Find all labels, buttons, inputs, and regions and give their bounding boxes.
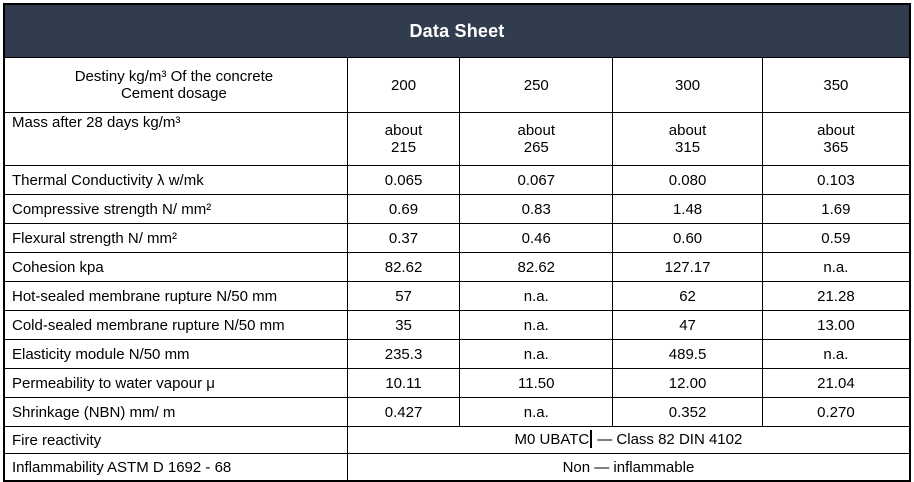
value-cell[interactable]: 489.5 bbox=[612, 339, 763, 369]
value-cell[interactable]: n.a. bbox=[459, 397, 614, 427]
value-cell[interactable]: 47 bbox=[612, 310, 763, 340]
value-cell[interactable]: n.a. bbox=[459, 339, 614, 369]
value-cell[interactable]: 62 bbox=[612, 281, 763, 311]
row-label-flexural-strength[interactable]: Flexural strength N/ mm² bbox=[3, 223, 348, 253]
value-cell[interactable]: 1.69 bbox=[761, 194, 911, 224]
value-cell[interactable]: 82.62 bbox=[459, 252, 614, 282]
value-cell[interactable]: 200 bbox=[346, 57, 461, 113]
value-cell[interactable]: n.a. bbox=[761, 252, 911, 282]
table-row-cold-sealed-rupture: Cold-sealed membrane rupture N/50 mm 35 … bbox=[3, 310, 911, 340]
value-cell[interactable]: 0.352 bbox=[612, 397, 763, 427]
row-label-thermal-conductivity[interactable]: Thermal Conductivity λ w/mk bbox=[3, 165, 348, 195]
value-cell[interactable]: 0.59 bbox=[761, 223, 911, 253]
value-cell[interactable]: 82.62 bbox=[346, 252, 461, 282]
value-cell[interactable]: 0.065 bbox=[346, 165, 461, 195]
table-row-cohesion: Cohesion kpa 82.62 82.62 127.17 n.a. bbox=[3, 252, 911, 282]
row-label-cement-dosage[interactable]: Destiny kg/m³ Of the concrete Cement dos… bbox=[3, 57, 348, 113]
value-cell[interactable]: 10.11 bbox=[346, 368, 461, 398]
value-cell[interactable]: n.a. bbox=[459, 281, 614, 311]
value-cell[interactable]: 13.00 bbox=[761, 310, 911, 340]
table-row-compressive-strength: Compressive strength N/ mm² 0.69 0.83 1.… bbox=[3, 194, 911, 224]
table-row-elasticity-module: Elasticity module N/50 mm 235.3 n.a. 489… bbox=[3, 339, 911, 369]
fire-reactivity-value-cell[interactable]: M0 UBATC — Class 82 DIN 4102 bbox=[346, 426, 911, 454]
table-title[interactable]: Data Sheet bbox=[3, 3, 911, 58]
value-cell[interactable]: 0.46 bbox=[459, 223, 614, 253]
value-cell[interactable]: 0.60 bbox=[612, 223, 763, 253]
value-cell[interactable]: 21.28 bbox=[761, 281, 911, 311]
value-cell[interactable]: 0.69 bbox=[346, 194, 461, 224]
header-row: Data Sheet bbox=[3, 3, 911, 58]
value-cell[interactable]: n.a. bbox=[459, 310, 614, 340]
inflammability-value-cell[interactable]: Non — inflammable bbox=[346, 453, 911, 482]
value-cell[interactable]: 127.17 bbox=[612, 252, 763, 282]
table-row-water-vapour-permeability: Permeability to water vapour μ 10.11 11.… bbox=[3, 368, 911, 398]
value-cell[interactable]: about 315 bbox=[612, 112, 763, 166]
fire-reactivity-value-left: M0 UBATC bbox=[514, 430, 590, 448]
value-cell[interactable]: 57 bbox=[346, 281, 461, 311]
value-cell[interactable]: 35 bbox=[346, 310, 461, 340]
table-row-hot-sealed-rupture: Hot-sealed membrane rupture N/50 mm 57 n… bbox=[3, 281, 911, 311]
value-cell[interactable]: 0.270 bbox=[761, 397, 911, 427]
table-row-inflammability: Inflammability ASTM D 1692 - 68 Non — in… bbox=[3, 453, 911, 482]
table-row-shrinkage: Shrinkage (NBN) mm/ m 0.427 n.a. 0.352 0… bbox=[3, 397, 911, 427]
value-cell[interactable]: 0.067 bbox=[459, 165, 614, 195]
row-label-mass-28-days[interactable]: Mass after 28 days kg/m³ bbox=[3, 112, 348, 166]
value-cell[interactable]: 0.83 bbox=[459, 194, 614, 224]
data-sheet: Data Sheet Destiny kg/m³ Of the concrete… bbox=[3, 3, 911, 482]
row-label-fire-reactivity[interactable]: Fire reactivity bbox=[3, 426, 348, 454]
table-row-mass-28-days: Mass after 28 days kg/m³ about 215 about… bbox=[3, 112, 911, 166]
value-cell[interactable]: n.a. bbox=[761, 339, 911, 369]
table-row-cement-dosage: Destiny kg/m³ Of the concrete Cement dos… bbox=[3, 57, 911, 113]
row-label-hot-sealed-rupture[interactable]: Hot-sealed membrane rupture N/50 mm bbox=[3, 281, 348, 311]
value-cell[interactable]: 21.04 bbox=[761, 368, 911, 398]
row-label-water-vapour-permeability[interactable]: Permeability to water vapour μ bbox=[3, 368, 348, 398]
value-cell[interactable]: 1.48 bbox=[612, 194, 763, 224]
value-cell[interactable]: 0.37 bbox=[346, 223, 461, 253]
data-sheet-table: Data Sheet Destiny kg/m³ Of the concrete… bbox=[3, 3, 911, 482]
table-row-thermal-conductivity: Thermal Conductivity λ w/mk 0.065 0.067 … bbox=[3, 165, 911, 195]
fire-reactivity-value-right: — Class 82 DIN 4102 bbox=[597, 430, 743, 448]
value-cell[interactable]: 235.3 bbox=[346, 339, 461, 369]
row-label-elasticity-module[interactable]: Elasticity module N/50 mm bbox=[3, 339, 348, 369]
value-cell[interactable]: about 265 bbox=[459, 112, 614, 166]
table-row-fire-reactivity: Fire reactivity M0 UBATC — Class 82 DIN 4… bbox=[3, 426, 911, 454]
row-label-shrinkage[interactable]: Shrinkage (NBN) mm/ m bbox=[3, 397, 348, 427]
value-cell[interactable]: 0.080 bbox=[612, 165, 763, 195]
row-label-inflammability[interactable]: Inflammability ASTM D 1692 - 68 bbox=[3, 453, 348, 482]
value-cell[interactable]: 350 bbox=[761, 57, 911, 113]
value-cell[interactable]: 300 bbox=[612, 57, 763, 113]
value-cell[interactable]: 250 bbox=[459, 57, 614, 113]
table-row-flexural-strength: Flexural strength N/ mm² 0.37 0.46 0.60 … bbox=[3, 223, 911, 253]
value-cell[interactable]: about 215 bbox=[346, 112, 461, 166]
row-label-cohesion[interactable]: Cohesion kpa bbox=[3, 252, 348, 282]
value-cell[interactable]: 0.103 bbox=[761, 165, 911, 195]
value-cell[interactable]: about 365 bbox=[761, 112, 911, 166]
text-cursor bbox=[590, 430, 593, 449]
row-label-cold-sealed-rupture[interactable]: Cold-sealed membrane rupture N/50 mm bbox=[3, 310, 348, 340]
value-cell[interactable]: 0.427 bbox=[346, 397, 461, 427]
value-cell[interactable]: 12.00 bbox=[612, 368, 763, 398]
value-cell[interactable]: 11.50 bbox=[459, 368, 614, 398]
row-label-compressive-strength[interactable]: Compressive strength N/ mm² bbox=[3, 194, 348, 224]
